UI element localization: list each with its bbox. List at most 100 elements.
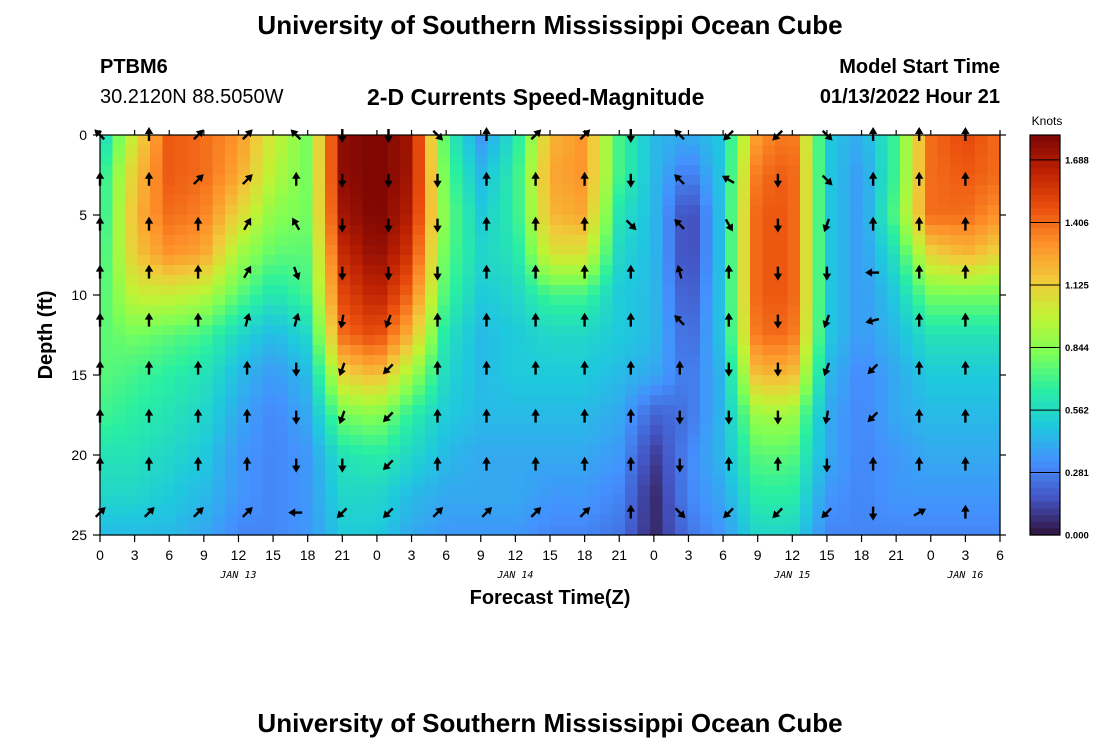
heatmap-cell [550, 315, 564, 326]
heatmap-cell [200, 175, 214, 186]
heatmap-cell [437, 155, 451, 166]
heatmap-cell [125, 305, 139, 316]
heatmap-cell [262, 505, 276, 516]
heatmap-cell [300, 295, 314, 306]
heatmap-cell [650, 525, 664, 536]
heatmap-cell [175, 225, 189, 236]
heatmap-cell [750, 325, 764, 336]
heatmap-cell [850, 145, 864, 156]
heatmap-cell [487, 445, 501, 456]
heatmap-cell [212, 285, 226, 296]
heatmap-cell [537, 195, 551, 206]
heatmap-cell [662, 505, 676, 516]
heatmap-cell [462, 485, 476, 496]
current-vector-arrow [580, 264, 589, 279]
heatmap-cell [337, 305, 351, 316]
heatmap-cell [587, 175, 601, 186]
heatmap-cell [712, 205, 726, 216]
heatmap-cell [825, 215, 839, 226]
heatmap-cell [512, 145, 526, 156]
heatmap-cell [512, 335, 526, 346]
heatmap-cell [637, 225, 651, 236]
heatmap-cell [637, 295, 651, 306]
heatmap-cell [675, 435, 689, 446]
heatmap-cell [700, 485, 714, 496]
heatmap-cell [525, 185, 539, 196]
heatmap-cell [600, 225, 614, 236]
heatmap-cell [875, 165, 889, 176]
heatmap-cell [137, 305, 151, 316]
heatmap-cell [350, 505, 364, 516]
heatmap-cell [225, 225, 239, 236]
heatmap-cell [725, 305, 739, 316]
heatmap-cell [737, 435, 751, 446]
current-vector-arrow [724, 410, 733, 425]
heatmap-cell [837, 425, 851, 436]
heatmap-cell [537, 495, 551, 506]
heatmap-cell [225, 525, 239, 536]
heatmap-cell [925, 375, 939, 386]
heatmap-cell [925, 245, 939, 256]
heatmap-cell [137, 375, 151, 386]
heatmap-cell [687, 135, 701, 146]
heatmap-cell [775, 235, 789, 246]
heatmap-cell [412, 465, 426, 476]
current-vector-arrow [144, 312, 154, 327]
heatmap-cell [425, 165, 439, 176]
heatmap-cell [625, 355, 639, 366]
heatmap-cell [575, 475, 589, 486]
heatmap-cell [300, 215, 314, 226]
current-vector-arrow [674, 507, 686, 519]
heatmap-cell [762, 505, 776, 516]
heatmap-cell [525, 445, 539, 456]
heatmap-cell [250, 285, 264, 296]
heatmap-cell [187, 345, 201, 356]
colorbar-segment [1030, 241, 1060, 249]
heatmap-cell [925, 335, 939, 346]
heatmap-cell [850, 385, 864, 396]
heatmap-cell [737, 335, 751, 346]
heatmap-cell [450, 465, 464, 476]
heatmap-cell [425, 345, 439, 356]
heatmap-cell [500, 175, 514, 186]
heatmap-cell [125, 505, 139, 516]
heatmap-cell [112, 295, 126, 306]
heatmap-cell [437, 405, 451, 416]
heatmap-cell [987, 345, 1001, 356]
heatmap-cell [350, 225, 364, 236]
heatmap-cell [350, 495, 364, 506]
heatmap-cell [225, 155, 239, 166]
heatmap-cell [337, 295, 351, 306]
heatmap-cell [212, 275, 226, 286]
heatmap-cell [787, 405, 801, 416]
heatmap-cell [162, 495, 176, 506]
heatmap-cell [400, 315, 414, 326]
heatmap-cell [637, 145, 651, 156]
heatmap-cell [387, 335, 401, 346]
heatmap-cell [300, 245, 314, 256]
heatmap-cell [187, 235, 201, 246]
current-vector-arrow [433, 218, 442, 233]
heatmap-cell [225, 365, 239, 376]
heatmap-cell [500, 155, 514, 166]
heatmap-cell [112, 155, 126, 166]
heatmap-cell [700, 255, 714, 266]
heatmap-cell [525, 425, 539, 436]
heatmap-cell [737, 225, 751, 236]
heatmap-cell [875, 365, 889, 376]
heatmap-cell [300, 335, 314, 346]
heatmap-cell [350, 455, 364, 466]
heatmap-cell [800, 135, 814, 146]
heatmap-cell [625, 185, 639, 196]
heatmap-cell [787, 315, 801, 326]
heatmap-cell [987, 425, 1001, 436]
heatmap-cell [612, 495, 626, 506]
heatmap-cell [550, 505, 564, 516]
heatmap-cell [825, 395, 839, 406]
heatmap-cell [775, 315, 789, 326]
heatmap-cell [912, 435, 926, 446]
heatmap-cell [312, 315, 326, 326]
heatmap-cell [400, 405, 414, 416]
heatmap-cell [487, 195, 501, 206]
heatmap-cell [662, 295, 676, 306]
